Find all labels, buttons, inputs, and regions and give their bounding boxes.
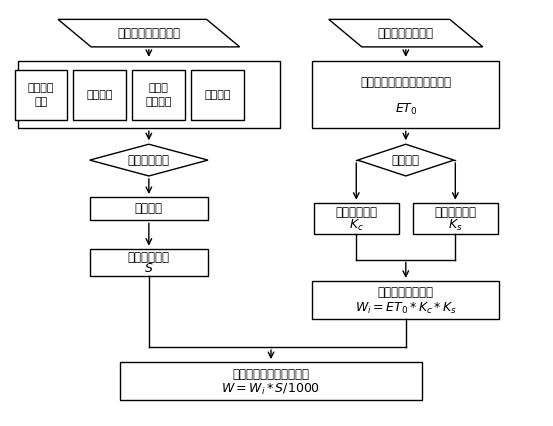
Text: $K_s$: $K_s$ — [448, 218, 463, 233]
Text: 多年气象台站数据: 多年气象台站数据 — [378, 27, 434, 40]
FancyBboxPatch shape — [90, 249, 208, 276]
Text: 新疆地区遥感影像图: 新疆地区遥感影像图 — [117, 27, 180, 40]
Text: 植被分类
体系: 植被分类 体系 — [28, 83, 54, 106]
FancyBboxPatch shape — [14, 69, 67, 120]
Text: 土壤水分系数: 土壤水分系数 — [434, 206, 476, 219]
Text: 人机交互解译: 人机交互解译 — [128, 154, 170, 167]
FancyBboxPatch shape — [314, 203, 399, 234]
Text: $W=W_i*S/1000$: $W=W_i*S/1000$ — [221, 382, 321, 397]
FancyBboxPatch shape — [191, 69, 244, 120]
FancyBboxPatch shape — [18, 61, 280, 128]
Text: 林地生态需水定额: 林地生态需水定额 — [378, 286, 434, 299]
Text: $W_i=ET_0*K_c*K_s$: $W_i=ET_0*K_c*K_s$ — [354, 301, 457, 316]
Text: $ET_0$: $ET_0$ — [394, 102, 417, 117]
Text: 林地植被系数: 林地植被系数 — [335, 206, 377, 219]
FancyBboxPatch shape — [413, 203, 498, 234]
FancyBboxPatch shape — [90, 197, 208, 220]
FancyBboxPatch shape — [132, 69, 185, 120]
Text: 波段融合: 波段融合 — [205, 90, 231, 100]
Text: $K_c$: $K_c$ — [349, 218, 364, 233]
FancyBboxPatch shape — [312, 61, 499, 128]
FancyBboxPatch shape — [312, 281, 499, 319]
FancyBboxPatch shape — [119, 362, 422, 400]
Text: 植被分类: 植被分类 — [135, 202, 163, 215]
Text: 修正系数: 修正系数 — [392, 154, 420, 167]
Text: 林地植被面积: 林地植被面积 — [128, 251, 170, 264]
Text: S: S — [145, 262, 153, 275]
Text: 解译标志: 解译标志 — [87, 90, 113, 100]
Text: 图像校
正、配准: 图像校 正、配准 — [145, 83, 172, 106]
FancyBboxPatch shape — [74, 69, 126, 120]
Text: 修正彭曼公式计算潜在蒸散量: 修正彭曼公式计算潜在蒸散量 — [361, 76, 451, 89]
Text: 新疆林地植被生态需水量: 新疆林地植被生态需水量 — [232, 368, 310, 381]
